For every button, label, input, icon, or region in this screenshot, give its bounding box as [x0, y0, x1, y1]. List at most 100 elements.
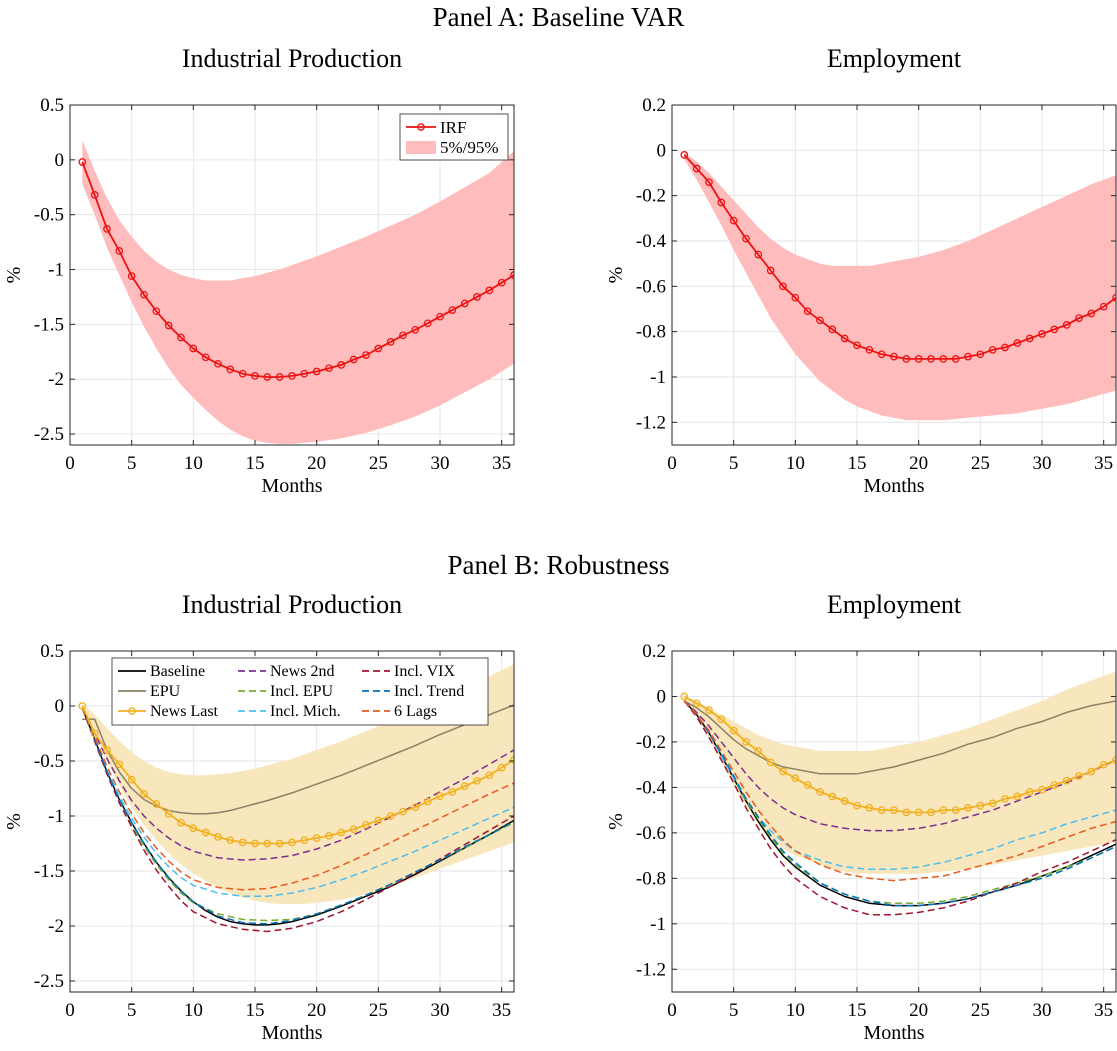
- data-point: [411, 325, 420, 334]
- y-axis-label: %: [3, 267, 25, 284]
- data-point: [164, 321, 173, 330]
- data-point: [399, 807, 407, 816]
- confidence-band: [684, 152, 1116, 421]
- legend-label-epu: EPU: [150, 683, 181, 700]
- y-tick-label: -2: [48, 916, 64, 937]
- y-tick-label: -0.5: [34, 751, 64, 772]
- data-point: [1062, 321, 1071, 329]
- series-epu: [82, 704, 514, 815]
- x-tick-label: 25: [369, 453, 388, 474]
- x-tick-label: 25: [369, 1000, 388, 1021]
- y-axis: 0.5 0 -0.5 -1 -1.5 -2 -2.5: [34, 95, 514, 445]
- data-point: [399, 331, 407, 340]
- data-point: [914, 355, 923, 363]
- data-point: [951, 355, 960, 363]
- data-point: [103, 225, 111, 233]
- data-point: [164, 809, 173, 818]
- y-tick-label: -2.5: [34, 971, 64, 992]
- data-point: [754, 250, 763, 259]
- y-tick-label: -1.5: [34, 314, 64, 335]
- series-incl-trend-line: [683, 700, 1116, 907]
- y-axis: 0.2 0 -0.2 -0.4 -0.6 -0.8 -1 -1.2: [636, 641, 1116, 980]
- data-point: [988, 799, 997, 808]
- y-tick-label: 0.5: [40, 95, 64, 116]
- data-point: [692, 699, 701, 708]
- series-incl-vix-line: [81, 707, 514, 933]
- legend-label-baseline: Baseline: [150, 663, 205, 680]
- data-point: [791, 293, 800, 302]
- data-point: [840, 334, 849, 343]
- data-point: [816, 788, 824, 796]
- x-axis: 0 5 10 15 20 25 30 35: [65, 651, 511, 1021]
- data-point: [78, 702, 87, 710]
- data-point: [473, 776, 481, 785]
- y-axis-label: %: [605, 267, 627, 284]
- data-point: [1013, 792, 1022, 801]
- data-point: [349, 825, 358, 834]
- data-point: [1062, 776, 1071, 785]
- data-point: [325, 831, 333, 840]
- data-point: [927, 355, 935, 363]
- data-point: [779, 282, 787, 291]
- data-point: [90, 729, 99, 738]
- x-tick-label: 10: [184, 453, 203, 474]
- data-point: [853, 341, 861, 350]
- x-tick-label: 15: [246, 1000, 265, 1021]
- data-point: [423, 797, 432, 806]
- data-point: [1087, 309, 1096, 318]
- data-point: [325, 364, 333, 373]
- series-incl-trend-line: [81, 707, 514, 925]
- data-point: [312, 834, 321, 842]
- data-point: [374, 816, 383, 825]
- series-irf: [78, 158, 514, 381]
- x-tick-label: 30: [431, 1000, 450, 1021]
- legend-label-incl-trend: Incl. Trend: [394, 683, 464, 700]
- y-tick-label: -1: [48, 806, 64, 827]
- plot-area: [680, 671, 1116, 916]
- data-point: [1013, 339, 1022, 347]
- data-point: [742, 738, 750, 746]
- data-point: [1038, 785, 1046, 794]
- x-axis: 0 5 10 15 20 25 30 35: [667, 651, 1113, 1021]
- series-6-lags-line: [81, 707, 514, 891]
- x-axis-label: Months: [863, 475, 924, 497]
- x-axis: 0 5 10 15 20 25 30 35: [667, 105, 1113, 474]
- data-point: [853, 801, 861, 810]
- legend: Baseline EPU News Last News 2nd Incl. EPU Inc…: [111, 657, 489, 726]
- data-point: [448, 306, 457, 314]
- y-tick-label: 0: [657, 140, 667, 161]
- y-tick-label: 0.5: [40, 641, 64, 662]
- data-point: [890, 806, 898, 814]
- data-point: [1050, 781, 1059, 789]
- legend-label-band: 5%/95%: [440, 138, 499, 157]
- x-tick-label: 5: [729, 1000, 739, 1021]
- x-tick-label: 25: [971, 1000, 990, 1021]
- data-point: [1038, 330, 1046, 338]
- data-point: [140, 790, 148, 798]
- data-point: [312, 367, 321, 376]
- data-point: [374, 344, 383, 353]
- data-point: [766, 266, 775, 275]
- x-tick-label: 25: [971, 453, 990, 474]
- data-point: [964, 804, 972, 812]
- legend-marker-news-last: [128, 707, 136, 715]
- series-news-2nd: [683, 700, 1116, 832]
- data-point: [1099, 760, 1108, 769]
- chart-a_emp: Employment 0 5 10 15 20 25 30 35 0.2 0 -0.2 -0.4 -0.6…: [605, 44, 1117, 497]
- y-tick-label: -0.6: [636, 823, 666, 844]
- y-tick-label: -2: [48, 369, 64, 390]
- data-point: [877, 350, 886, 359]
- y-tick-label: 0.2: [642, 95, 666, 116]
- data-point: [423, 319, 432, 328]
- y-tick-label: -0.8: [636, 868, 666, 889]
- data-point: [115, 760, 124, 769]
- y-tick-label: 0: [55, 696, 65, 717]
- series-6-lags-line: [683, 700, 1116, 882]
- data-point: [1025, 334, 1034, 343]
- confidence-band: [82, 140, 514, 444]
- data-point: [177, 818, 185, 827]
- data-point: [717, 198, 726, 207]
- y-tick-label: 0: [657, 686, 667, 707]
- data-point: [386, 812, 395, 820]
